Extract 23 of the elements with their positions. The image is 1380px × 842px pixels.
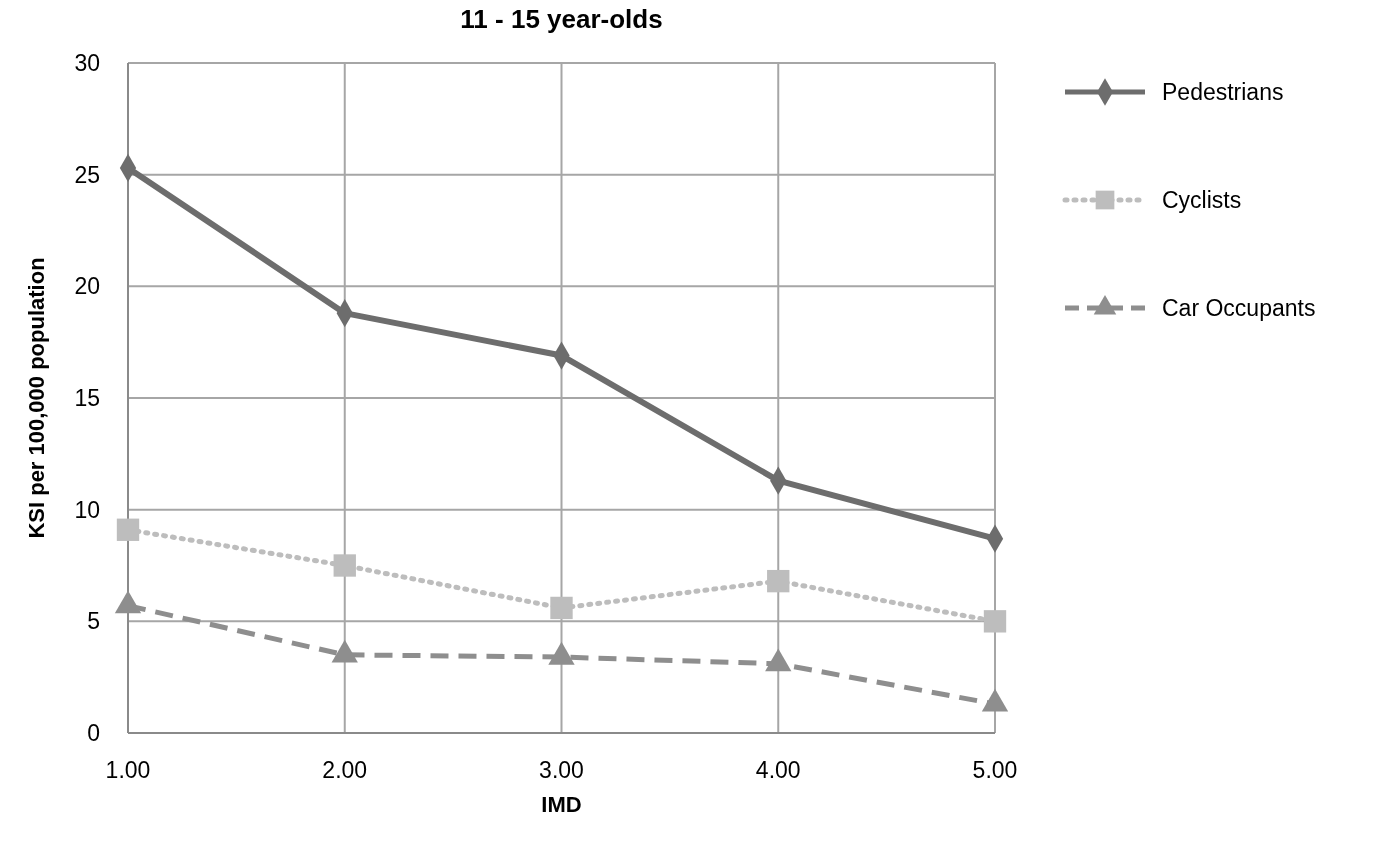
point	[333, 554, 356, 577]
y-tick-label: 25	[74, 161, 100, 188]
y-tick-label: 10	[74, 496, 100, 523]
y-axis-title: KSI per 100,000 population	[24, 257, 49, 539]
chart-title: 11 - 15 year-olds	[460, 4, 663, 34]
legend-label: Car Occupants	[1162, 295, 1316, 322]
x-tick-label: 2.00	[322, 757, 368, 783]
x-tick-label: 5.00	[972, 757, 1018, 783]
y-tick-label: 15	[74, 385, 100, 412]
point	[767, 569, 790, 593]
y-tick-label: 0	[87, 720, 100, 747]
point	[983, 610, 1007, 633]
x-axis-title: IMD	[541, 792, 582, 817]
y-tick-label: 30	[74, 50, 100, 77]
point	[550, 596, 573, 620]
legend-label: Pedestrians	[1162, 79, 1284, 106]
x-tick-label: 4.00	[755, 757, 801, 783]
y-tick-label: 5	[87, 608, 100, 635]
point	[116, 518, 140, 541]
x-tick-label: 3.00	[539, 757, 584, 783]
x-tick-label: 1.00	[105, 757, 151, 783]
legend-label: Cyclists	[1162, 187, 1242, 214]
y-tick-label: 20	[74, 273, 100, 300]
